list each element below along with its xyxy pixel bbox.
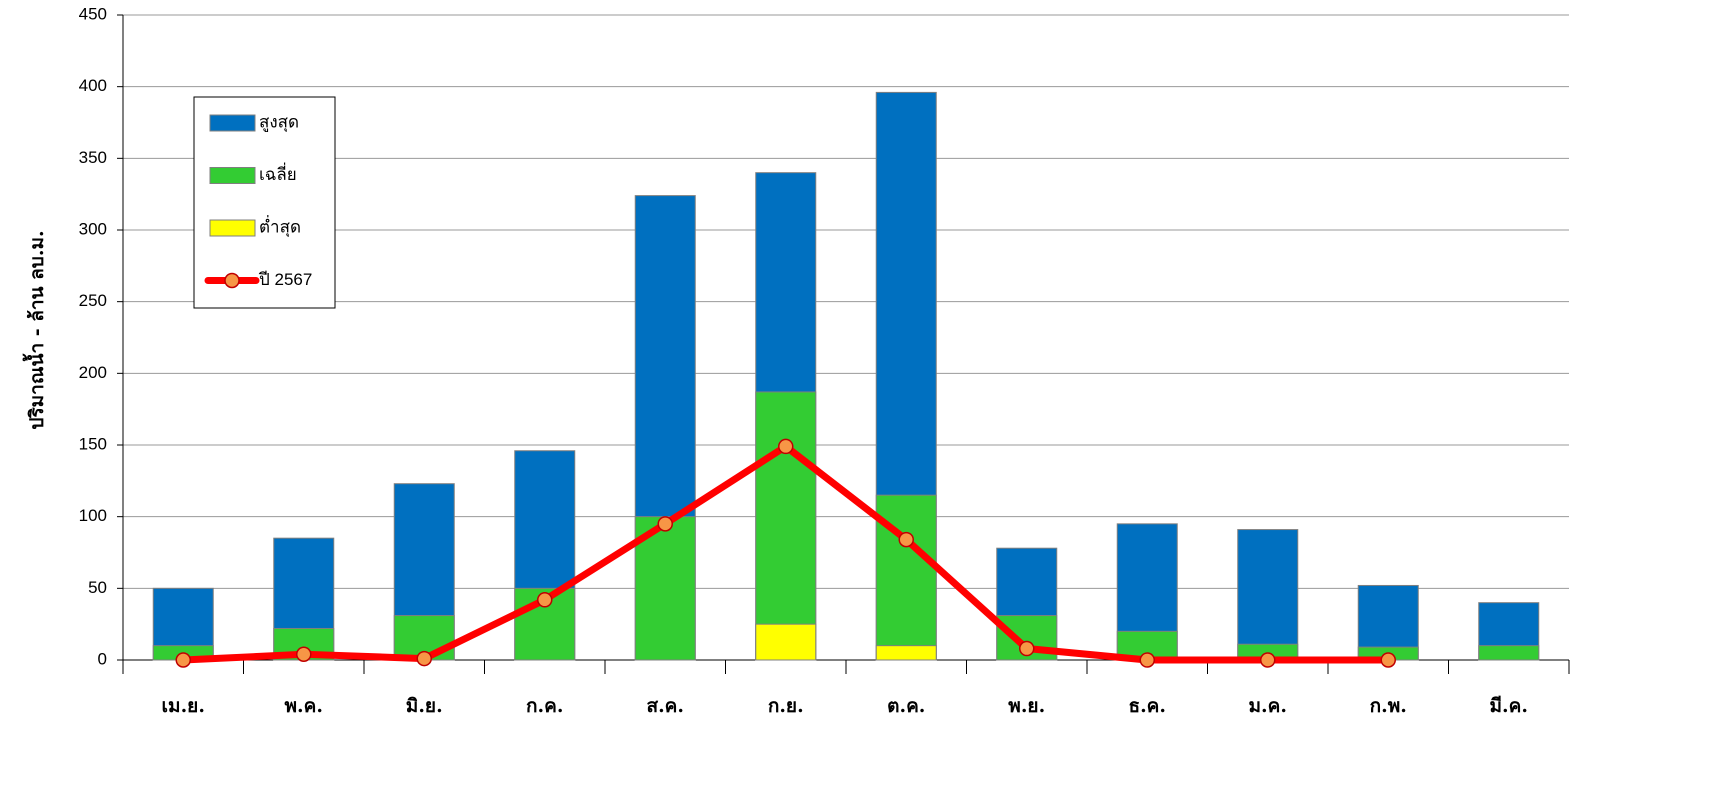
- y-tick-label: 250: [79, 291, 107, 310]
- y-tick-label: 300: [79, 219, 107, 238]
- x-tick-label: พ.ค.: [285, 695, 323, 717]
- bar: [755, 623, 817, 661]
- legend-swatch: [209, 114, 256, 132]
- marker: [175, 652, 191, 668]
- legend-label: สูงสุด: [259, 112, 299, 132]
- bar: [1237, 529, 1299, 661]
- marker: [537, 592, 553, 608]
- marker: [1019, 640, 1035, 657]
- legend-swatch: [209, 219, 256, 237]
- y-tick-label: 350: [79, 148, 107, 167]
- y-tick-label: 0: [98, 649, 107, 668]
- x-tick-label: ก.พ.: [1370, 695, 1407, 717]
- x-tick-label: มิ.ย.: [406, 695, 443, 717]
- x-tick-label: ก.ย.: [768, 695, 804, 717]
- x-tick-label: มี.ค.: [1490, 695, 1528, 717]
- x-tick-label: ธ.ค.: [1128, 695, 1166, 717]
- marker: [657, 516, 673, 532]
- legend-box: [193, 96, 336, 309]
- y-tick-label: 200: [79, 363, 107, 382]
- y-tick-label: 150: [79, 434, 107, 453]
- x-tick-label: ม.ค.: [1249, 695, 1287, 717]
- legend-label: ต่ำสุด: [259, 214, 301, 237]
- y-tick-label: 450: [79, 4, 107, 23]
- legend-marker: [224, 272, 240, 289]
- legend-label: เฉลี่ย: [259, 162, 297, 184]
- marker: [1380, 652, 1396, 668]
- bar: [1478, 645, 1540, 661]
- y-tick-label: 100: [79, 506, 107, 525]
- y-tick-label: 400: [79, 76, 107, 95]
- legend-swatch: [209, 167, 256, 184]
- marker: [296, 646, 312, 663]
- bar: [755, 391, 817, 661]
- marker: [416, 650, 432, 667]
- marker: [1260, 652, 1276, 668]
- bar: [875, 645, 937, 661]
- y-tick-label: 50: [88, 578, 107, 597]
- marker: [1139, 652, 1155, 668]
- legend-label: ปี 2567: [258, 270, 312, 289]
- x-tick-label: พ.ย.: [1008, 695, 1045, 717]
- marker: [778, 438, 794, 455]
- y-axis-label: ปริมาณน้ำ - ล้าน ลบ.ม.: [22, 230, 48, 429]
- marker: [898, 531, 914, 548]
- x-tick-label: เม.ย.: [162, 695, 205, 717]
- x-tick-label: ต.ค.: [887, 695, 925, 717]
- x-tick-label: ก.ค.: [526, 695, 563, 717]
- x-tick-label: ส.ค.: [646, 695, 684, 717]
